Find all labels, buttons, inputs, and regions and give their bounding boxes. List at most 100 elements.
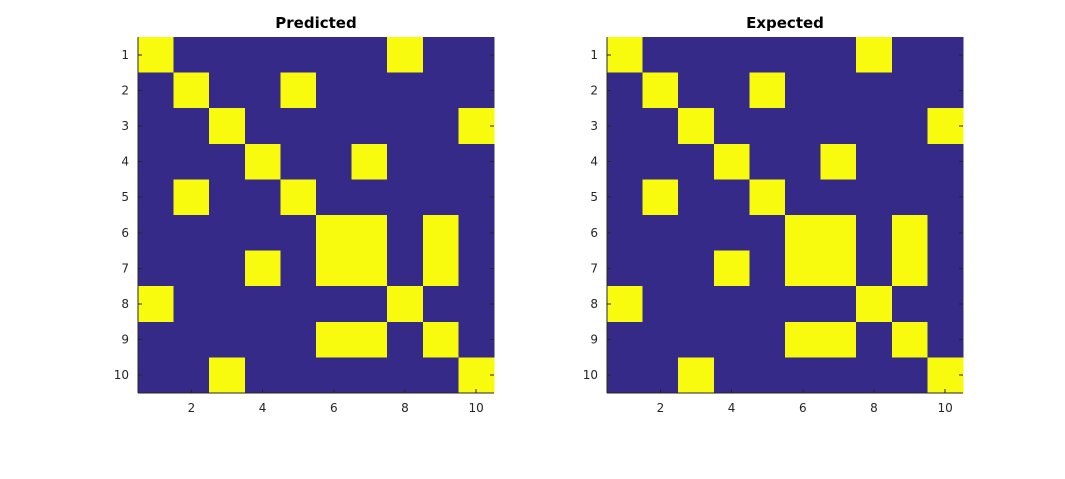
heatmap-cell-r7-c7 (351, 250, 388, 287)
heatmap-cell-r5-c4 (713, 179, 750, 216)
heatmap-cell-r4-c2 (173, 143, 210, 180)
heatmap-cell-r10-c1 (138, 357, 174, 394)
y-tick-label: 10 (114, 368, 129, 382)
y-tick-label: 9 (121, 333, 129, 347)
heatmap-cell-r3-c4 (713, 108, 750, 145)
y-tick-label: 9 (590, 333, 598, 347)
heatmap-cell-r8-c10 (458, 286, 495, 323)
heatmap-cell-r10-c1 (607, 357, 643, 394)
heatmap-cell-r3-c5 (280, 108, 317, 145)
heatmap-cell-r2-c7 (820, 72, 857, 109)
heatmap-cell-r9-c4 (713, 321, 750, 358)
heatmap-cell-r10-c2 (642, 357, 679, 394)
heatmap-cell-r5-c1 (607, 179, 643, 216)
heatmap-cell-r10-c4 (244, 357, 281, 394)
heatmap-cell-r5-c3 (209, 179, 246, 216)
heatmap-cell-r9-c5 (749, 321, 786, 358)
heatmap-cell-r7-c2 (642, 250, 679, 287)
heatmap-cell-r6-c2 (173, 215, 210, 251)
heatmap-cell-r6-c7 (351, 215, 388, 251)
heatmap-cell-r10-c5 (749, 357, 786, 394)
heatmap-cell-r6-c3 (678, 215, 715, 251)
heatmap-cell-r1-c8 (856, 37, 893, 73)
heatmap-cell-r1-c9 (422, 37, 459, 73)
heatmap-cell-r6-c2 (642, 215, 679, 251)
heatmap-cell-r1-c1 (607, 37, 643, 73)
heatmap-cell-r5-c9 (891, 179, 928, 216)
x-tick-label: 2 (188, 401, 196, 415)
heatmap-cell-r9-c10 (927, 321, 964, 358)
heatmap-cell-r8-c2 (173, 286, 210, 323)
heatmap-cell-r9-c8 (387, 321, 424, 358)
heatmap-cell-r3-c1 (607, 108, 643, 145)
heatmap-cell-r8-c6 (316, 286, 352, 323)
heatmap-cell-r2-c2 (642, 72, 679, 109)
heatmap-cell-r5-c7 (351, 179, 388, 216)
heatmap-cell-r2-c9 (891, 72, 928, 109)
heatmap-cell-r7-c10 (458, 250, 495, 287)
heatmap-cell-r6-c10 (458, 215, 495, 251)
heatmap-cell-r7-c4 (244, 250, 281, 287)
x-tick-label: 4 (728, 401, 736, 415)
heatmap-cell-r2-c1 (138, 72, 174, 109)
heatmap-cell-r6-c7 (820, 215, 857, 251)
heatmap-cell-r1-c9 (891, 37, 928, 73)
heatmap-cell-r4-c4 (713, 143, 750, 180)
heatmap-cell-r9-c9 (422, 321, 459, 358)
heatmap-cell-r5-c10 (927, 179, 964, 216)
heatmap-cell-r2-c3 (209, 72, 246, 109)
heatmap-cell-r7-c9 (891, 250, 928, 287)
heatmap-cell-r5-c6 (785, 179, 821, 216)
heatmap-cell-r3-c8 (387, 108, 424, 145)
heatmap-cell-r8-c8 (856, 286, 893, 323)
heatmap-cell-r7-c8 (856, 250, 893, 287)
heatmap-cell-r9-c2 (173, 321, 210, 358)
heatmap-cell-r3-c10 (927, 108, 964, 145)
heatmap-cell-r7-c8 (387, 250, 424, 287)
heatmap-cell-r4-c4 (244, 143, 281, 180)
heatmap-cell-r2-c10 (458, 72, 495, 109)
heatmap-cell-r8-c9 (891, 286, 928, 323)
heatmap-cell-r7-c5 (749, 250, 786, 287)
y-tick-label: 10 (583, 368, 598, 382)
heatmap-cell-r8-c2 (642, 286, 679, 323)
x-tick-label: 2 (657, 401, 665, 415)
heatmap-cell-r9-c5 (280, 321, 317, 358)
heatmap-cell-r10-c5 (280, 357, 317, 394)
heatmap-cell-r9-c8 (856, 321, 893, 358)
heatmap-cell-r2-c10 (927, 72, 964, 109)
y-tick-label: 4 (121, 155, 129, 169)
heatmap-cell-r6-c9 (891, 215, 928, 251)
heatmap-cell-r4-c3 (209, 143, 246, 180)
x-tick-label: 10 (469, 401, 484, 415)
heatmap-cell-r4-c9 (891, 143, 928, 180)
heatmap-cell-r3-c10 (458, 108, 495, 145)
heatmap-cell-r4-c1 (607, 143, 643, 180)
heatmap-cell-r8-c8 (387, 286, 424, 323)
heatmap-cell-r8-c10 (927, 286, 964, 323)
heatmap-cell-r1-c10 (458, 37, 495, 73)
heatmap-cell-r8-c9 (422, 286, 459, 323)
heatmap-cell-r9-c1 (607, 321, 643, 358)
heatmap-cell-r2-c8 (856, 72, 893, 109)
heatmap-cell-r9-c6 (785, 321, 821, 358)
heatmap-cell-r8-c3 (209, 286, 246, 323)
heatmap-cell-r9-c3 (209, 321, 246, 358)
heatmap-cell-r9-c6 (316, 321, 352, 358)
heatmap-cell-r7-c4 (713, 250, 750, 287)
heatmap-cell-r3-c3 (678, 108, 715, 145)
heatmap-cell-r1-c4 (713, 37, 750, 73)
heatmap-cell-r10-c10 (458, 357, 495, 394)
y-tick-label: 2 (590, 83, 598, 97)
x-tick-label: 6 (799, 401, 807, 415)
heatmap-cell-r8-c1 (138, 286, 174, 323)
heatmap-cell-r10-c4 (713, 357, 750, 394)
heatmap-cell-r7-c6 (316, 250, 352, 287)
heatmap-cell-r2-c6 (316, 72, 352, 109)
heatmap-cell-r6-c4 (713, 215, 750, 251)
heatmap-cell-r4-c10 (927, 143, 964, 180)
heatmap-cell-r8-c6 (785, 286, 821, 323)
heatmap-cell-r7-c5 (280, 250, 317, 287)
heatmap-cell-r10-c9 (422, 357, 459, 394)
heatmap-cell-r3-c6 (316, 108, 352, 145)
